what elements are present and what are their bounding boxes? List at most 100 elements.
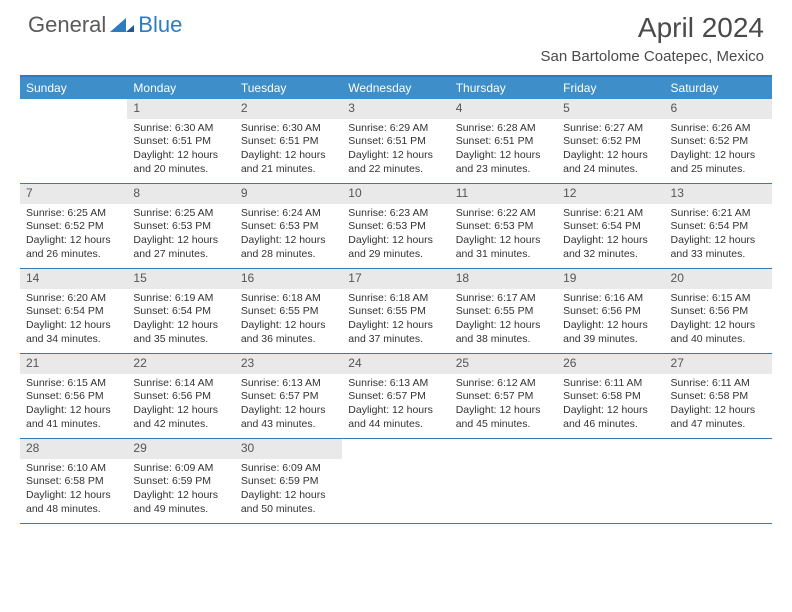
daylight-text: Daylight: 12 hours and 44 minutes. [348,404,443,431]
day-content: Sunrise: 6:18 AMSunset: 6:55 PMDaylight:… [342,289,449,353]
sunrise-text: Sunrise: 6:27 AM [563,122,658,136]
calendar-day: 24Sunrise: 6:13 AMSunset: 6:57 PMDayligh… [342,354,449,438]
sunrise-text: Sunrise: 6:13 AM [348,377,443,391]
sunset-text: Sunset: 6:58 PM [26,475,121,489]
logo-text-blue: Blue [138,12,182,38]
day-content: Sunrise: 6:25 AMSunset: 6:52 PMDaylight:… [20,204,127,268]
weekday-header: Tuesday [235,77,342,99]
sunrise-text: Sunrise: 6:18 AM [241,292,336,306]
calendar-day: 29Sunrise: 6:09 AMSunset: 6:59 PMDayligh… [127,439,234,523]
daylight-text: Daylight: 12 hours and 21 minutes. [241,149,336,176]
daylight-text: Daylight: 12 hours and 28 minutes. [241,234,336,261]
sunset-text: Sunset: 6:56 PM [133,390,228,404]
sunrise-text: Sunrise: 6:20 AM [26,292,121,306]
calendar-day: 10Sunrise: 6:23 AMSunset: 6:53 PMDayligh… [342,184,449,268]
calendar-day: 11Sunrise: 6:22 AMSunset: 6:53 PMDayligh… [450,184,557,268]
calendar-day: 22Sunrise: 6:14 AMSunset: 6:56 PMDayligh… [127,354,234,438]
day-content: Sunrise: 6:11 AMSunset: 6:58 PMDaylight:… [557,374,664,438]
day-number: 25 [450,354,557,374]
sunset-text: Sunset: 6:59 PM [241,475,336,489]
daylight-text: Daylight: 12 hours and 25 minutes. [671,149,766,176]
sunset-text: Sunset: 6:53 PM [241,220,336,234]
daylight-text: Daylight: 12 hours and 24 minutes. [563,149,658,176]
sunset-text: Sunset: 6:51 PM [348,135,443,149]
day-number: 17 [342,269,449,289]
sunset-text: Sunset: 6:55 PM [456,305,551,319]
day-content: Sunrise: 6:18 AMSunset: 6:55 PMDaylight:… [235,289,342,353]
location-text: San Bartolome Coatepec, Mexico [541,48,764,65]
sunset-text: Sunset: 6:51 PM [241,135,336,149]
day-content: Sunrise: 6:13 AMSunset: 6:57 PMDaylight:… [235,374,342,438]
sunrise-text: Sunrise: 6:09 AM [133,462,228,476]
calendar-day: 16Sunrise: 6:18 AMSunset: 6:55 PMDayligh… [235,269,342,353]
sunrise-text: Sunrise: 6:13 AM [241,377,336,391]
day-number: 20 [665,269,772,289]
sunset-text: Sunset: 6:51 PM [133,135,228,149]
sunset-text: Sunset: 6:53 PM [348,220,443,234]
day-number: 3 [342,99,449,119]
sunset-text: Sunset: 6:57 PM [456,390,551,404]
day-content: Sunrise: 6:20 AMSunset: 6:54 PMDaylight:… [20,289,127,353]
sunset-text: Sunset: 6:53 PM [456,220,551,234]
calendar-day: 17Sunrise: 6:18 AMSunset: 6:55 PMDayligh… [342,269,449,353]
calendar-day: 1Sunrise: 6:30 AMSunset: 6:51 PMDaylight… [127,99,234,183]
calendar-day: 7Sunrise: 6:25 AMSunset: 6:52 PMDaylight… [20,184,127,268]
calendar-day: 19Sunrise: 6:16 AMSunset: 6:56 PMDayligh… [557,269,664,353]
day-number: 16 [235,269,342,289]
sunset-text: Sunset: 6:52 PM [671,135,766,149]
day-content: Sunrise: 6:23 AMSunset: 6:53 PMDaylight:… [342,204,449,268]
calendar-day [342,439,449,523]
day-number: 22 [127,354,234,374]
daylight-text: Daylight: 12 hours and 43 minutes. [241,404,336,431]
calendar-day [557,439,664,523]
calendar-day: 13Sunrise: 6:21 AMSunset: 6:54 PMDayligh… [665,184,772,268]
sunset-text: Sunset: 6:56 PM [26,390,121,404]
daylight-text: Daylight: 12 hours and 36 minutes. [241,319,336,346]
sunset-text: Sunset: 6:54 PM [671,220,766,234]
day-content: Sunrise: 6:14 AMSunset: 6:56 PMDaylight:… [127,374,234,438]
calendar-day: 25Sunrise: 6:12 AMSunset: 6:57 PMDayligh… [450,354,557,438]
day-content: Sunrise: 6:26 AMSunset: 6:52 PMDaylight:… [665,119,772,183]
header: General Blue April 2024 San Bartolome Co… [0,0,792,69]
sunset-text: Sunset: 6:54 PM [26,305,121,319]
calendar-day: 2Sunrise: 6:30 AMSunset: 6:51 PMDaylight… [235,99,342,183]
calendar-day: 12Sunrise: 6:21 AMSunset: 6:54 PMDayligh… [557,184,664,268]
sunrise-text: Sunrise: 6:14 AM [133,377,228,391]
day-content: Sunrise: 6:25 AMSunset: 6:53 PMDaylight:… [127,204,234,268]
calendar-day: 18Sunrise: 6:17 AMSunset: 6:55 PMDayligh… [450,269,557,353]
calendar-day: 27Sunrise: 6:11 AMSunset: 6:58 PMDayligh… [665,354,772,438]
daylight-text: Daylight: 12 hours and 29 minutes. [348,234,443,261]
calendar-day: 4Sunrise: 6:28 AMSunset: 6:51 PMDaylight… [450,99,557,183]
daylight-text: Daylight: 12 hours and 39 minutes. [563,319,658,346]
daylight-text: Daylight: 12 hours and 45 minutes. [456,404,551,431]
day-content: Sunrise: 6:17 AMSunset: 6:55 PMDaylight:… [450,289,557,353]
calendar-day: 20Sunrise: 6:15 AMSunset: 6:56 PMDayligh… [665,269,772,353]
title-block: April 2024 San Bartolome Coatepec, Mexic… [541,12,764,65]
day-content: Sunrise: 6:12 AMSunset: 6:57 PMDaylight:… [450,374,557,438]
day-number: 21 [20,354,127,374]
sunset-text: Sunset: 6:57 PM [241,390,336,404]
sunset-text: Sunset: 6:54 PM [563,220,658,234]
calendar-day: 8Sunrise: 6:25 AMSunset: 6:53 PMDaylight… [127,184,234,268]
day-content: Sunrise: 6:10 AMSunset: 6:58 PMDaylight:… [20,459,127,523]
day-content: Sunrise: 6:24 AMSunset: 6:53 PMDaylight:… [235,204,342,268]
calendar-day [665,439,772,523]
day-content: Sunrise: 6:09 AMSunset: 6:59 PMDaylight:… [235,459,342,523]
day-number: 15 [127,269,234,289]
month-title: April 2024 [541,12,764,44]
daylight-text: Daylight: 12 hours and 46 minutes. [563,404,658,431]
day-number: 18 [450,269,557,289]
sunrise-text: Sunrise: 6:11 AM [563,377,658,391]
calendar-day: 30Sunrise: 6:09 AMSunset: 6:59 PMDayligh… [235,439,342,523]
day-number: 1 [127,99,234,119]
daylight-text: Daylight: 12 hours and 31 minutes. [456,234,551,261]
weekday-header: Thursday [450,77,557,99]
sunset-text: Sunset: 6:59 PM [133,475,228,489]
day-content: Sunrise: 6:30 AMSunset: 6:51 PMDaylight:… [127,119,234,183]
sunrise-text: Sunrise: 6:23 AM [348,207,443,221]
calendar-weeks: 1Sunrise: 6:30 AMSunset: 6:51 PMDaylight… [20,99,772,524]
day-number: 28 [20,439,127,459]
day-number: 5 [557,99,664,119]
calendar-day: 21Sunrise: 6:15 AMSunset: 6:56 PMDayligh… [20,354,127,438]
sunset-text: Sunset: 6:58 PM [671,390,766,404]
